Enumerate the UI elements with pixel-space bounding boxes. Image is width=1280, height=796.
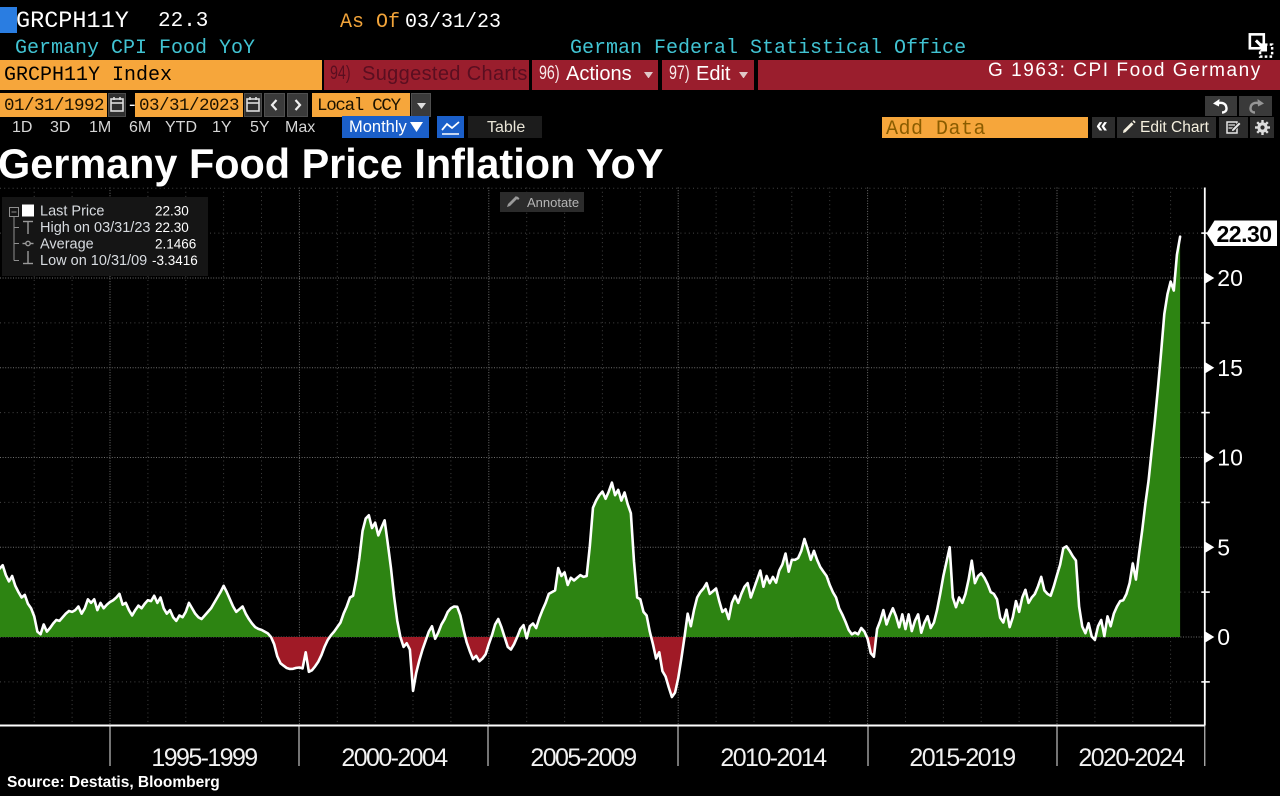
svg-text:2005-2009: 2005-2009 (530, 744, 636, 772)
svg-text:5: 5 (1217, 534, 1230, 560)
svg-text:2000-2004: 2000-2004 (341, 744, 448, 772)
svg-text:High on 03/31/23: High on 03/31/23 (40, 220, 150, 236)
svg-text:2020-2024: 2020-2024 (1078, 744, 1185, 772)
svg-text:1995-1999: 1995-1999 (151, 744, 257, 772)
svg-text:Average: Average (40, 237, 94, 253)
svg-text:20: 20 (1217, 265, 1243, 291)
svg-text:-3.3416: -3.3416 (152, 253, 198, 268)
svg-text:0: 0 (1217, 624, 1230, 650)
svg-text:15: 15 (1217, 355, 1243, 381)
svg-text:Last Price: Last Price (40, 204, 104, 220)
svg-text:22.30: 22.30 (1217, 221, 1272, 247)
svg-text:22.30: 22.30 (155, 220, 189, 235)
svg-text:10: 10 (1217, 445, 1243, 471)
svg-text:2.1466: 2.1466 (155, 237, 196, 252)
svg-text:2010-2014: 2010-2014 (720, 744, 827, 772)
svg-text:Annotate: Annotate (527, 195, 579, 210)
svg-text:2015-2019: 2015-2019 (909, 744, 1015, 772)
svg-text:22.30: 22.30 (155, 204, 189, 219)
svg-text:Low on 10/31/09: Low on 10/31/09 (40, 253, 147, 269)
